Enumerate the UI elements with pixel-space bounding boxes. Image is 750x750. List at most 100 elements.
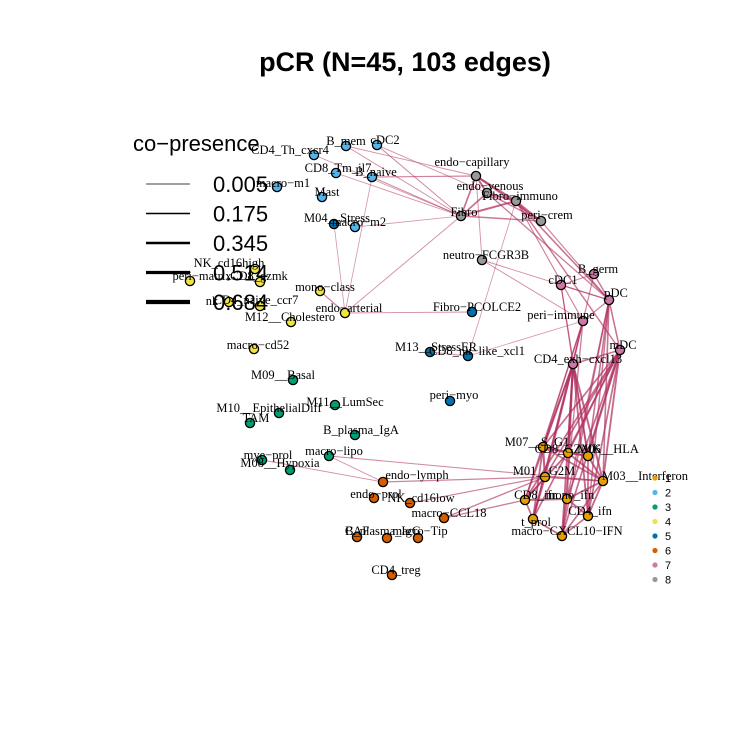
- cluster-legend: 1 2 3 4 5 6 7 8: [652, 473, 671, 587]
- node-label-m12-cholestero: M12__Cholestero: [245, 310, 335, 324]
- node-label-tam: TAM: [243, 411, 270, 425]
- node-endo-arterial: [339, 307, 351, 319]
- edge-b-naive-endo-capillary: [371, 175, 477, 178]
- node-cd4-naive-ccr7: [254, 300, 266, 312]
- cluster-legend-label-6: 6: [665, 546, 671, 558]
- node-mye-prol: [256, 454, 268, 466]
- edge-pdc-peri-immune: [582, 299, 610, 322]
- node-label-b-mem: B_mem: [326, 134, 366, 148]
- node-label-mono-class: mono−class: [295, 280, 355, 294]
- edge-t-prol-macro-cxcl10-ifn: [532, 518, 563, 537]
- cluster-legend-label-7: 7: [665, 560, 671, 572]
- node-label-endo-capillary: endo−capillary: [434, 155, 510, 169]
- edge-b-mem-fibro: [345, 145, 462, 217]
- cluster-legend-label-5: 5: [665, 531, 671, 543]
- cluster-legend-label-2: 2: [665, 488, 671, 500]
- edge-m07-s-g1-m03-interferon: [542, 446, 604, 482]
- node-m13-stresser: [424, 346, 436, 358]
- node-label-endo-prol: endo−prol: [350, 487, 402, 501]
- node-label-m11-lumsec: M11__LumSec: [306, 395, 384, 409]
- edge-neutro-fcgr3b-pdc: [481, 259, 610, 301]
- edge-legend-value: 0.514: [213, 261, 268, 286]
- node-label-b-plasma-iga: B_plasma_IgA: [323, 423, 399, 437]
- node-macro-lipo: [323, 450, 335, 462]
- node-label-cd4-exh-cxcl13: CD4_exh−cxcl13: [534, 352, 622, 366]
- cluster-legend-swatch-3: [652, 504, 658, 510]
- node-label-nk-cd16high: NK_cd16high: [194, 256, 266, 270]
- edge-nk-cd16low-m01-g2m: [409, 476, 546, 504]
- node-t-prol: [527, 513, 539, 525]
- node-b-naive: [366, 171, 378, 183]
- node-b-plasma-iga: [349, 429, 361, 441]
- edge-endo-venous-fibro: [460, 192, 488, 217]
- edge-pdc-mdc: [608, 299, 621, 351]
- node-label-fibro: Fibro: [450, 205, 477, 219]
- node-fibro-immuno: [510, 195, 522, 207]
- node-label-cdc1: cDC1: [548, 273, 577, 287]
- edge-pdc-m06-hla: [587, 299, 610, 457]
- cluster-legend-label-3: 3: [665, 502, 671, 514]
- node-label-m03-interferon: M03__Interferon: [602, 469, 689, 483]
- edge-endo-venous-pdc: [486, 192, 610, 301]
- node-label-macro-ccl18: macro−CCL18: [411, 506, 486, 520]
- node-m03-interferon: [597, 475, 609, 487]
- node-mdc: [614, 344, 626, 356]
- node-label-neutro-fcgr3b: neutro−FCGR3B: [443, 248, 529, 262]
- node-label-cd4-th-cxcr4: CD4_Th_cxcr4: [251, 143, 330, 157]
- cluster-legend-swatch-4: [652, 518, 658, 525]
- edge-cd4-ifn-macro-cxcl10-ifn: [561, 515, 589, 537]
- node-label-peri-myo: peri−myo: [430, 388, 479, 402]
- node-label-fibro-immuno: Fibro−immuno: [482, 189, 558, 203]
- edge-fibro-immuno-peri-immune: [515, 200, 584, 322]
- node-label-mast: Mast: [315, 185, 341, 199]
- edge-endo-arterial-fibro-pcolce2: [344, 311, 473, 314]
- edge-cd8-gzmk-m03-interferon: [567, 452, 604, 482]
- node-label-endo-arterial: endo−arterial: [316, 301, 383, 315]
- node-m08-hypoxia: [284, 464, 296, 476]
- edge-fibro-peri-crem: [460, 215, 542, 222]
- node-endo-lymph: [377, 476, 389, 488]
- node-label-m08-hypoxia: M08__Hypoxia: [240, 456, 320, 470]
- node-macro-tip: [412, 532, 424, 544]
- node-label-caf: CAF: [345, 524, 369, 538]
- cluster-legend-label-1: 1: [665, 473, 671, 485]
- node-endo-capillary: [470, 170, 482, 182]
- node-label-fibro-pcolce2: Fibro−PCOLCE2: [433, 300, 521, 314]
- node-label-mdc: mDC: [609, 338, 636, 352]
- node-label-cd8-ifn: CD8_ifn: [514, 488, 559, 502]
- node-mono-class: [314, 285, 326, 297]
- node-label-macro-tip: macro−Tip: [392, 524, 447, 538]
- node-nk-cd16low: [404, 497, 416, 509]
- edge-b-germ-cdc1: [560, 273, 595, 286]
- node-nk: [223, 296, 235, 308]
- edge-endo-lymph-m01-g2m: [382, 476, 546, 483]
- node-m09-basal: [287, 374, 299, 386]
- edge-m01-g2m-t-prol: [532, 476, 546, 520]
- node-tam: [244, 417, 256, 429]
- edge-pdc-m03-interferon: [602, 299, 610, 482]
- node-b-plasma-igg: [381, 532, 393, 544]
- edge-fibro-immuno-fibro: [460, 200, 517, 217]
- node-label-peri-crem: peri−crem: [521, 208, 573, 222]
- node-label-b-naive: B_naive: [355, 165, 397, 179]
- node-macro-m1: [271, 181, 283, 193]
- edge-m13-stresser-cd8-nk-like-xcl1: [429, 351, 469, 357]
- node-cdc1: [555, 279, 567, 291]
- node-m06-hla: [582, 450, 594, 462]
- node-label-m13-stresser: M13__StressER: [395, 340, 478, 354]
- cluster-legend-label-4: 4: [665, 517, 671, 529]
- node-cd8-gzmk: [254, 276, 266, 288]
- edge-neutro-fcgr3b-peri-immune: [481, 259, 584, 322]
- node-label-macro-cd52: macro−cd52: [227, 338, 290, 352]
- edge-b-mem-endo-capillary: [345, 145, 477, 177]
- node-cd8-gzmk: [562, 447, 574, 459]
- node-caf: [351, 531, 363, 543]
- node-label-endo-venous: endo−venous: [457, 179, 524, 193]
- node-label-nk: nk: [206, 294, 219, 308]
- edge-mdc-m03-interferon: [602, 349, 621, 482]
- node-peri-myo: [444, 395, 456, 407]
- node-cd8-tm-il7: [330, 167, 342, 179]
- node-label-cd8-tm-il7: CD8_Tm_il7: [305, 161, 372, 175]
- node-cdc2: [371, 139, 383, 151]
